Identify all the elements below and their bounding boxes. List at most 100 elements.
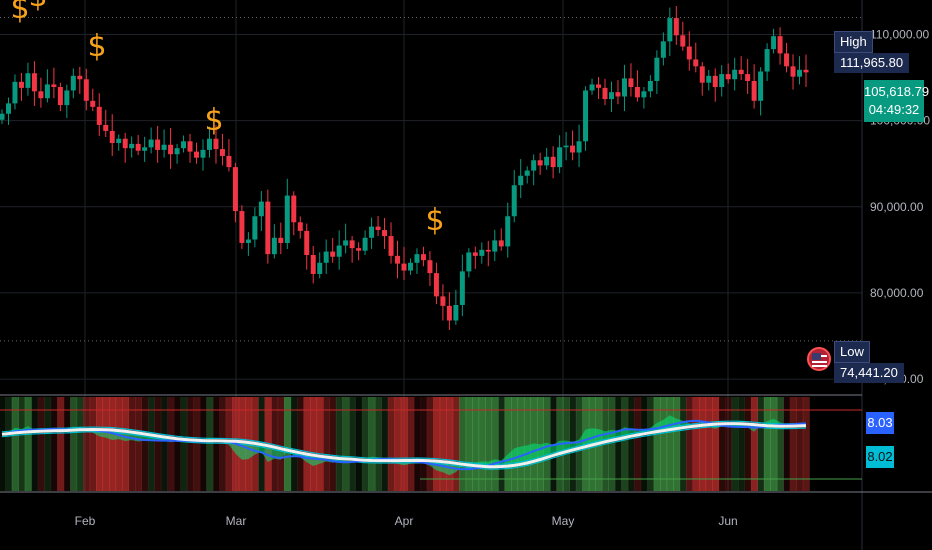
indicator-lines bbox=[1, 415, 807, 476]
candle-body bbox=[511, 185, 517, 217]
indicator-bar bbox=[329, 397, 337, 491]
indicator-bar bbox=[634, 397, 642, 491]
candle-body bbox=[466, 252, 472, 272]
indicator-bar bbox=[322, 397, 331, 491]
candle-body bbox=[699, 66, 705, 83]
indicator-bar bbox=[284, 397, 292, 491]
candle-body bbox=[407, 262, 413, 271]
candle-body bbox=[194, 151, 200, 158]
indicator-bar bbox=[83, 397, 91, 491]
candle-body bbox=[278, 237, 284, 243]
high-value: 111,965.80 bbox=[834, 53, 910, 73]
x-tick-label: Mar bbox=[226, 514, 247, 528]
candle-body bbox=[5, 103, 11, 114]
indicator-bar bbox=[686, 397, 694, 491]
candle-body bbox=[667, 18, 673, 42]
candle-body bbox=[395, 255, 401, 264]
indicator-band-lower bbox=[1, 425, 807, 470]
indicator-bar bbox=[368, 397, 376, 491]
dollar-marker: $ bbox=[425, 203, 444, 238]
candle-body bbox=[576, 141, 582, 153]
candle-body bbox=[64, 90, 70, 106]
candle-body bbox=[589, 84, 595, 91]
candle-body bbox=[602, 87, 608, 100]
countdown: 04:49:32 bbox=[868, 102, 920, 117]
indicator-bar bbox=[517, 397, 525, 491]
candle-body bbox=[375, 226, 381, 231]
candle-body bbox=[771, 36, 777, 50]
candle-body bbox=[673, 18, 679, 36]
indicator-bar bbox=[705, 397, 713, 491]
candle-body bbox=[168, 144, 174, 155]
indicator-bar bbox=[361, 397, 369, 491]
candle-body bbox=[362, 237, 368, 251]
dollar-markers: $$$$$ bbox=[10, 0, 444, 238]
indicator-bar bbox=[173, 397, 181, 491]
indicator-bar bbox=[297, 397, 305, 491]
x-tick-label: Feb bbox=[75, 514, 96, 528]
candle-body bbox=[537, 160, 543, 166]
candle-body bbox=[90, 100, 96, 107]
indicator-bar bbox=[219, 397, 227, 491]
indicator-bar bbox=[491, 397, 499, 491]
indicator-bar bbox=[446, 397, 454, 491]
candle-body bbox=[142, 147, 148, 151]
indicator-bar bbox=[348, 397, 356, 491]
candle-body bbox=[219, 149, 225, 156]
indicator-bar bbox=[789, 397, 797, 491]
candle-body bbox=[647, 80, 653, 92]
candle-body bbox=[174, 148, 180, 155]
candle-body bbox=[725, 74, 731, 80]
indicator-bar bbox=[724, 397, 733, 491]
candle-body bbox=[122, 138, 128, 149]
indicator-bar bbox=[342, 397, 350, 491]
dollar-marker: $ bbox=[204, 103, 223, 138]
indicator-bar bbox=[316, 397, 324, 491]
indicator-bar bbox=[549, 397, 557, 491]
candle-body bbox=[738, 69, 744, 75]
indicator-bar bbox=[731, 397, 739, 491]
indicator-bar bbox=[640, 397, 648, 491]
time-axis: Feb Mar Apr May Jun bbox=[75, 514, 738, 528]
us-flag-icon[interactable] bbox=[807, 347, 831, 371]
indicator-bar bbox=[271, 397, 279, 491]
candle-body bbox=[654, 57, 660, 81]
indicator-bar bbox=[750, 397, 758, 491]
candle-body bbox=[44, 84, 50, 99]
candle-body bbox=[57, 87, 63, 106]
indicator-bar bbox=[757, 397, 765, 491]
candle-body bbox=[310, 255, 316, 274]
indicator-bar bbox=[692, 397, 700, 491]
candle-body bbox=[232, 167, 238, 212]
indicator-bar bbox=[776, 397, 784, 491]
indicator-bar bbox=[621, 397, 629, 491]
candle-body bbox=[304, 230, 310, 256]
candle-body bbox=[719, 74, 725, 88]
candle-body bbox=[284, 195, 290, 243]
indicator-bar bbox=[699, 397, 707, 491]
candle-body bbox=[135, 143, 141, 151]
candle-body bbox=[712, 75, 718, 88]
indicator-value-1: 8.03 bbox=[866, 412, 894, 434]
indicator-bar bbox=[309, 397, 318, 491]
candles bbox=[0, 6, 809, 330]
x-tick-label: Jun bbox=[718, 514, 737, 528]
candle-body bbox=[790, 66, 796, 77]
indicator-bar bbox=[666, 397, 674, 491]
candle-body bbox=[732, 69, 738, 80]
indicator-bar bbox=[472, 397, 480, 491]
candle-body bbox=[116, 138, 122, 144]
indicator-bar bbox=[381, 397, 389, 491]
indicator-bar bbox=[277, 397, 285, 491]
indicator-bar bbox=[627, 397, 635, 491]
indicator-bar bbox=[193, 397, 201, 491]
candle-body bbox=[109, 130, 115, 144]
candle-body bbox=[641, 91, 647, 98]
indicator-bar bbox=[141, 397, 149, 491]
indicator-bar bbox=[18, 397, 26, 491]
indicator-bar bbox=[0, 397, 6, 491]
indicator-bar bbox=[737, 397, 746, 491]
candle-body bbox=[206, 138, 212, 150]
indicator-bar bbox=[614, 397, 622, 491]
